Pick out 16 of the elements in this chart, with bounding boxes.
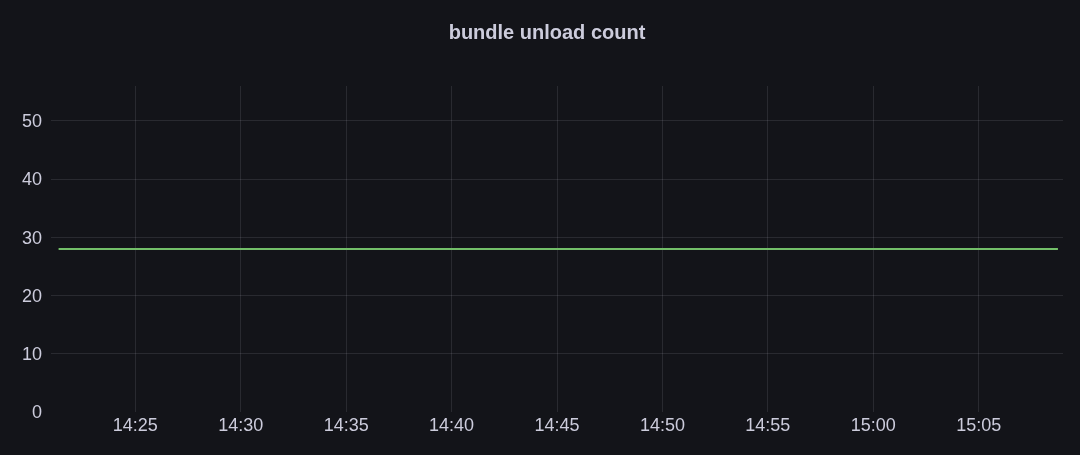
x-tick-label: 15:00: [850, 415, 896, 435]
y-tick-label: 40: [21, 169, 42, 190]
x-tick-label: 14:40: [429, 415, 475, 435]
x-tick-label: 14:45: [534, 415, 580, 435]
y-tick-label: 50: [21, 111, 42, 132]
x-tick-label: 14:55: [745, 415, 791, 435]
y-tick-label: 30: [21, 227, 42, 248]
y-tick-label: 0: [31, 402, 42, 423]
x-tick-label: 14:50: [639, 415, 685, 435]
y-tick-label: 20: [21, 285, 42, 306]
x-tick-label: 14:30: [218, 415, 264, 435]
x-tick-label: 15:05: [956, 415, 1002, 435]
y-tick-label: 10: [21, 344, 42, 365]
x-tick-label: 14:25: [112, 415, 158, 435]
x-tick-label: 14:35: [323, 415, 369, 435]
chart-title: bundle unload count: [448, 21, 646, 43]
